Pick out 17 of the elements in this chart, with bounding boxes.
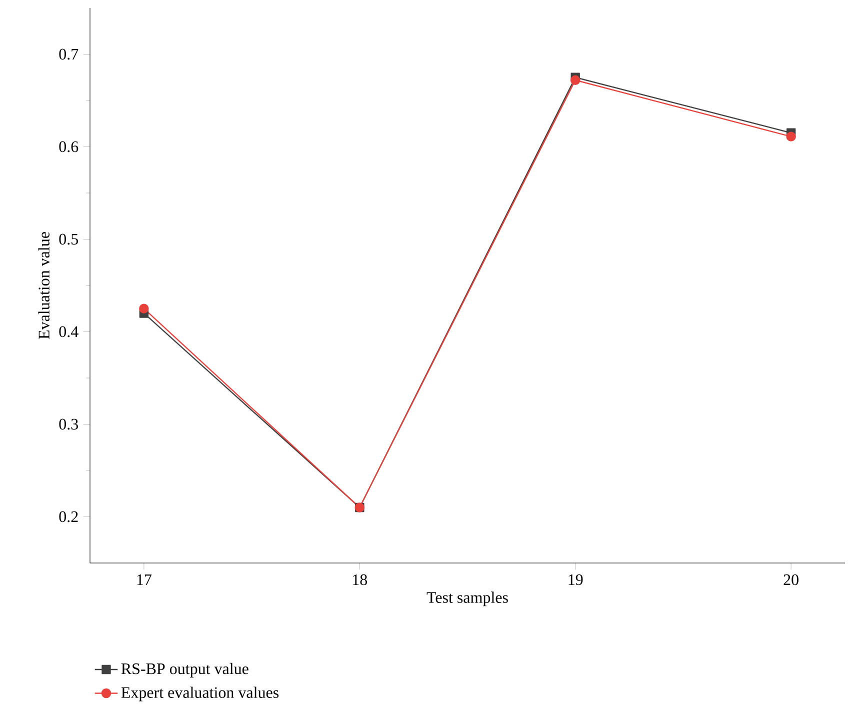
y-tick-label: 0.2 (59, 511, 78, 522)
y-axis-title: Evaluation value (38, 232, 50, 340)
point (786, 132, 796, 142)
legend-label: RS-BP output value (121, 662, 248, 678)
y-tick-label: 0.5 (59, 234, 78, 245)
x-tick-label: 19 (568, 574, 583, 586)
y-tick-label: 0.4 (59, 326, 78, 338)
x-tick-label: 18 (353, 574, 368, 586)
y-tick-label: 0.3 (59, 418, 78, 430)
y-tick-label: 0.7 (59, 48, 78, 60)
legend-label: Expert evaluation values (121, 686, 279, 702)
point (139, 304, 149, 314)
x-tick-label: 17 (137, 574, 152, 585)
point (570, 75, 580, 86)
x-axis-title: Test samples (426, 592, 508, 606)
x-tick-label: 20 (784, 574, 798, 586)
y-tick-label: 0.6 (59, 141, 78, 152)
